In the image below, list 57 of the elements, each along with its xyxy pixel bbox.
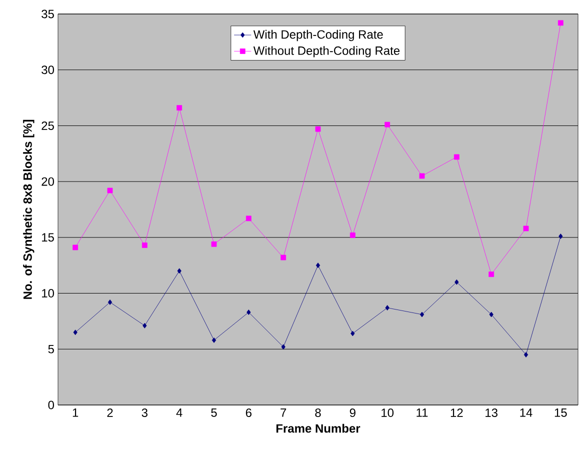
point <box>385 305 390 310</box>
point <box>142 322 147 328</box>
point <box>523 226 529 232</box>
x-axis-title: Frame Number <box>276 424 360 433</box>
x-tick-label: 12 <box>450 408 463 417</box>
legend-label: Without Depth-Coding Rate <box>253 46 400 58</box>
x-tick-label: 8 <box>315 408 321 418</box>
x-tick-label: 10 <box>382 408 394 418</box>
x-tick-label: 1 <box>72 408 78 417</box>
y-tick-label: 10 <box>42 289 54 298</box>
point <box>384 122 390 128</box>
point <box>280 254 286 260</box>
point <box>454 279 459 285</box>
point <box>108 300 112 305</box>
x-tick-label: 4 <box>176 408 182 417</box>
y-axis-title: No. of Synthetic 8x8 Blocks [%] <box>23 120 34 299</box>
point <box>211 241 217 247</box>
point <box>558 20 564 26</box>
point <box>316 262 320 268</box>
point <box>281 344 286 350</box>
point <box>350 232 356 238</box>
x-tick-label: 7 <box>280 408 286 417</box>
point <box>489 312 494 318</box>
x-tick-label: 2 <box>107 408 113 417</box>
point <box>107 188 113 194</box>
point <box>420 312 424 318</box>
point <box>524 352 528 358</box>
y-tick-label: 25 <box>42 121 54 130</box>
point <box>488 272 494 277</box>
point <box>454 154 460 160</box>
point <box>177 268 182 274</box>
y-tick-label: 5 <box>48 344 54 354</box>
y-tick-label: 35 <box>42 10 54 18</box>
x-tick-label: 9 <box>350 408 356 418</box>
point <box>350 330 355 336</box>
point <box>419 173 425 179</box>
x-tick-label: 13 <box>486 408 498 418</box>
x-tick-label: 15 <box>554 408 567 417</box>
x-tick-label: 6 <box>246 408 252 418</box>
point <box>246 310 251 315</box>
point <box>212 337 216 343</box>
x-tick-label: 3 <box>142 408 148 418</box>
legend-label: With Depth-Coding Rate <box>253 30 383 42</box>
point <box>246 216 252 222</box>
x-tick-label: 5 <box>211 408 217 417</box>
x-tick-label: 14 <box>520 408 532 417</box>
point <box>142 242 148 248</box>
x-tick-label: 11 <box>416 408 428 417</box>
y-tick-label: 30 <box>42 66 54 74</box>
y-tick-label: 15 <box>42 233 54 242</box>
point <box>73 330 78 336</box>
point <box>558 234 563 239</box>
y-tick-label: 20 <box>42 177 54 186</box>
y-tick-label: 0 <box>48 400 54 410</box>
point <box>176 105 182 111</box>
point <box>72 244 78 250</box>
point <box>315 126 321 132</box>
